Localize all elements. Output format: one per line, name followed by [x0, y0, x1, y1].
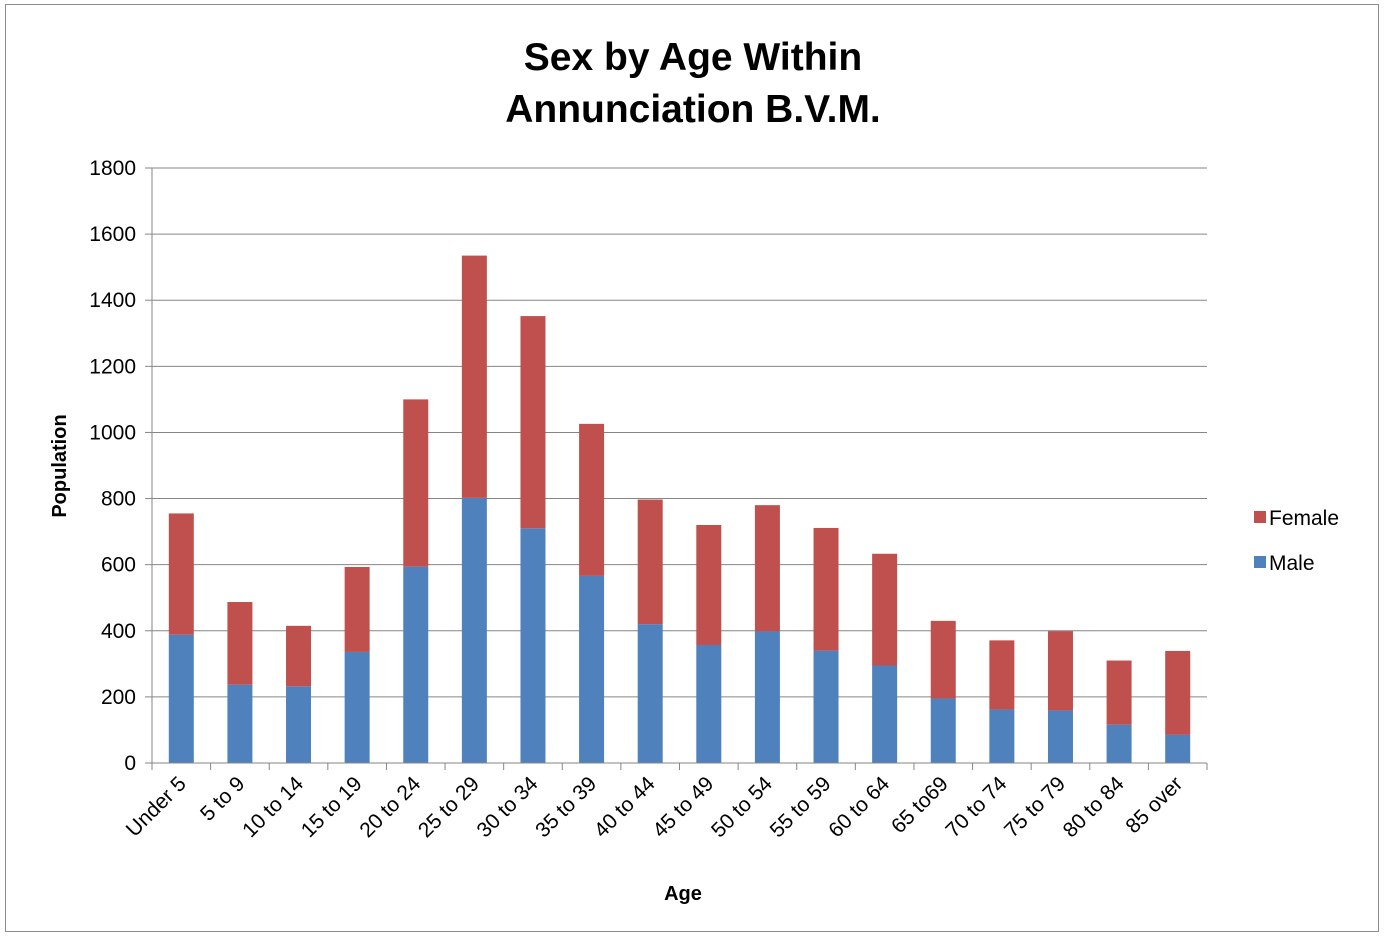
chart-title-line-2: Annunciation B.V.M. — [505, 88, 881, 131]
y-tick-label: 1000 — [89, 421, 136, 444]
bar-female-14 — [989, 640, 1015, 710]
bar-male-9 — [696, 644, 722, 763]
legend-label-female: Female — [1269, 507, 1339, 530]
bar-female-2 — [286, 625, 312, 687]
x-tick-label: 75 to 79 — [1000, 772, 1070, 842]
axes — [151, 168, 1208, 770]
x-tick-label: 40 to 44 — [590, 772, 660, 842]
x-tick-label: 55 to 59 — [766, 772, 836, 842]
bar-female-3 — [344, 566, 370, 652]
bar-male-7 — [579, 575, 605, 763]
bar-female-17 — [1165, 650, 1191, 735]
bar-female-5 — [461, 255, 487, 498]
gridlines — [145, 167, 1207, 764]
y-tick-label: 1600 — [89, 223, 136, 246]
x-tick-label: 35 to 39 — [531, 772, 601, 842]
bar-female-4 — [403, 399, 429, 567]
x-axis-title: Age — [664, 883, 702, 905]
x-tick-label: 20 to 24 — [355, 772, 425, 842]
legend: Female Male — [1254, 507, 1339, 575]
bar-male-2 — [286, 686, 312, 763]
bar-male-1 — [227, 684, 253, 763]
bars — [168, 255, 1191, 763]
bar-male-13 — [930, 698, 956, 763]
bar-male-12 — [872, 665, 898, 763]
legend-swatch-male — [1254, 556, 1266, 568]
bar-female-1 — [227, 602, 253, 685]
bar-female-10 — [754, 505, 780, 632]
bar-male-16 — [1106, 724, 1132, 763]
x-tick-label: 85 over — [1121, 772, 1187, 838]
x-tick-label: 60 to 64 — [824, 772, 894, 842]
x-tick-label: 50 to 54 — [707, 772, 777, 842]
bar-male-8 — [637, 624, 663, 763]
bar-male-17 — [1165, 734, 1191, 763]
bar-male-3 — [344, 651, 370, 763]
bar-female-15 — [1047, 631, 1073, 711]
bar-female-0 — [168, 513, 194, 635]
bar-female-7 — [579, 423, 605, 576]
y-tick-labels: 0 200 400 600 800 1000 1200 1400 1600 1800 — [89, 157, 136, 775]
y-tick-label: 600 — [101, 554, 136, 577]
x-tick-label: 15 to 19 — [297, 772, 367, 842]
y-tick-label: 0 — [124, 752, 136, 775]
bar-male-4 — [403, 566, 429, 763]
x-tick-label: Under 5 — [122, 772, 191, 841]
x-tick-label: 80 to 84 — [1059, 772, 1129, 842]
y-tick-label: 400 — [101, 620, 136, 643]
bar-male-5 — [461, 497, 487, 763]
x-tick-label: 25 to 29 — [414, 772, 484, 842]
bar-male-0 — [168, 634, 194, 763]
bar-male-6 — [520, 528, 546, 763]
bar-female-16 — [1106, 660, 1132, 725]
bar-male-14 — [989, 709, 1015, 763]
bar-female-9 — [696, 525, 722, 645]
bar-female-12 — [872, 553, 898, 666]
x-tick-label: 30 to 34 — [473, 772, 543, 842]
bar-female-13 — [930, 620, 956, 699]
legend-swatch-female — [1254, 511, 1266, 523]
y-axis-title: Population — [49, 414, 71, 517]
bar-female-11 — [813, 527, 839, 651]
y-tick-label: 1400 — [89, 289, 136, 312]
x-tick-label: 5 to 9 — [196, 772, 249, 825]
bar-male-10 — [754, 631, 780, 763]
chart-frame — [5, 4, 1379, 932]
y-tick-label: 1800 — [89, 157, 136, 180]
legend-label-male: Male — [1269, 552, 1315, 575]
y-tick-label: 200 — [101, 686, 136, 709]
bar-male-15 — [1047, 710, 1073, 763]
bar-male-11 — [813, 650, 839, 763]
x-tick-label: 10 to 14 — [238, 772, 308, 842]
y-tick-label: 800 — [101, 488, 136, 511]
chart-title-line-1: Sex by Age Within — [524, 36, 862, 79]
y-tick-label: 1200 — [89, 355, 136, 378]
bar-female-8 — [637, 499, 663, 625]
x-tick-label: 70 to 74 — [941, 772, 1011, 842]
x-tick-label: 45 to 49 — [648, 772, 718, 842]
bar-female-6 — [520, 316, 546, 529]
